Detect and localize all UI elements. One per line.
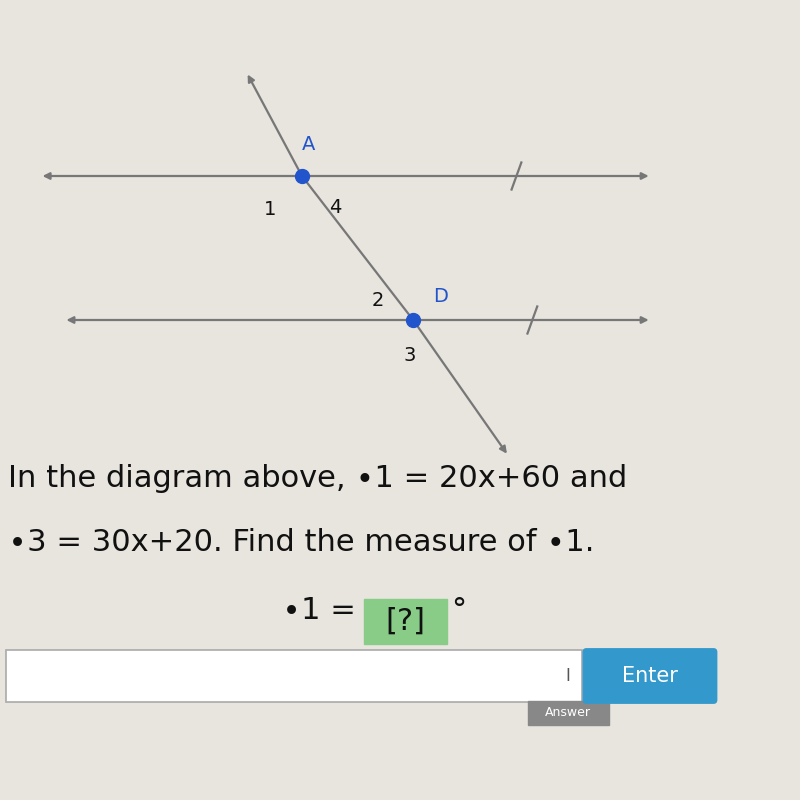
- Text: 3: 3: [403, 346, 415, 365]
- Text: Answer: Answer: [545, 706, 591, 719]
- Text: D: D: [434, 286, 449, 306]
- Text: [?]: [?]: [386, 607, 426, 636]
- Text: ∙3 = 30x+20. Find the measure of ∙1.: ∙3 = 30x+20. Find the measure of ∙1.: [8, 528, 594, 557]
- Text: 1: 1: [264, 200, 276, 219]
- FancyBboxPatch shape: [364, 599, 446, 644]
- Text: Enter: Enter: [622, 666, 678, 686]
- Text: ∙1 =: ∙1 =: [282, 596, 366, 625]
- Text: °: °: [451, 596, 466, 625]
- Text: 4: 4: [329, 198, 342, 218]
- FancyBboxPatch shape: [583, 649, 717, 703]
- Text: In the diagram above, ∙1 = 20x+60 and: In the diagram above, ∙1 = 20x+60 and: [8, 464, 627, 493]
- Text: 2: 2: [371, 291, 383, 310]
- FancyBboxPatch shape: [527, 701, 609, 725]
- Text: A: A: [302, 134, 315, 154]
- FancyBboxPatch shape: [6, 650, 582, 702]
- Text: I: I: [566, 667, 570, 685]
